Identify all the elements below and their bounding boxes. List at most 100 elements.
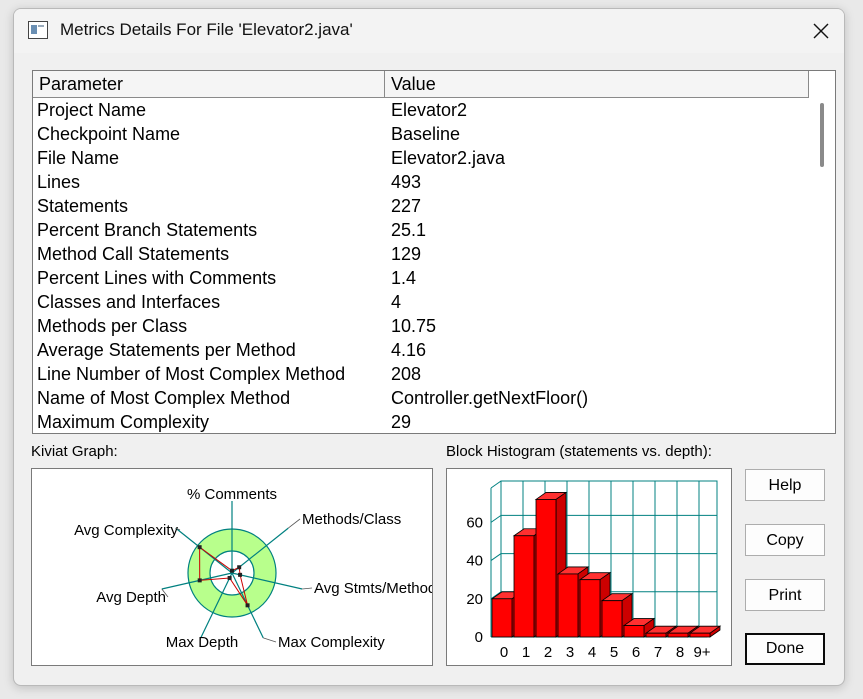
parameter-cell: Percent Branch Statements — [37, 220, 258, 240]
histogram-label: Block Histogram (statements vs. depth): — [446, 443, 712, 460]
kiviat-label-leader — [263, 637, 277, 643]
print-button[interactable]: Print — [745, 579, 825, 611]
histogram-bar — [557, 573, 579, 638]
kiviat-axis — [200, 572, 233, 639]
vertical-scrollbar[interactable] — [809, 71, 835, 433]
x-tick-label: 0 — [500, 644, 508, 661]
kiviat-axis-label: % Comments — [187, 486, 277, 503]
x-tick-label: 6 — [632, 644, 640, 661]
kiviat-label-leader — [161, 588, 169, 598]
histogram-axis — [490, 480, 502, 489]
parameter-cell: Name of Most Complex Method — [37, 388, 291, 408]
kiviat-data-point — [197, 545, 202, 550]
x-tick-label: 1 — [522, 644, 530, 661]
parameter-cell: File Name — [37, 148, 120, 168]
parameter-cell: Lines — [37, 172, 81, 192]
kiviat-label-leader — [302, 587, 313, 590]
kiviat-label: Kiviat Graph: — [31, 443, 118, 460]
histogram-bar — [623, 625, 645, 638]
value-cell: Elevator2 — [391, 100, 468, 120]
value-cell: Elevator2.java — [391, 148, 506, 168]
x-tick-label: 2 — [544, 644, 552, 661]
parameter-cell: Statements — [37, 196, 129, 216]
copy-button[interactable]: Copy — [745, 524, 825, 556]
table-row[interactable]: Name of Most Complex Method Controller.ge… — [33, 386, 809, 410]
table-row[interactable]: Methods per Class 10.75 — [33, 314, 809, 338]
kiviat-axis — [231, 572, 303, 590]
x-tick-label: 9+ — [693, 644, 710, 661]
table-row[interactable]: Method Call Statements 129 — [33, 242, 809, 266]
close-icon — [813, 23, 829, 39]
kiviat-axis-label: Avg Depth — [96, 589, 166, 606]
table-row[interactable]: Classes and Interfaces 4 — [33, 290, 809, 314]
y-tick-label: 60 — [466, 514, 483, 531]
table-row[interactable]: Maximum Complexity 29 — [33, 410, 809, 433]
histogram-gridline — [490, 514, 502, 523]
x-tick-label: 4 — [588, 644, 596, 661]
table-row[interactable]: File Name Elevator2.java — [33, 146, 809, 170]
x-tick-label: 5 — [610, 644, 618, 661]
kiviat-data-point — [197, 578, 202, 583]
help-button[interactable]: Help — [745, 469, 825, 501]
value-cell: 29 — [391, 412, 412, 432]
parameter-cell: Method Call Statements — [37, 244, 230, 264]
metrics-dialog: Metrics Details For File 'Elevator2.java… — [13, 8, 845, 686]
histogram-gridline — [490, 591, 502, 600]
value-cell: 227 — [391, 196, 422, 216]
metrics-table[interactable]: Parameter Value Project Name Elevator2 Che… — [32, 70, 836, 434]
histogram-bar — [645, 632, 667, 638]
column-header-parameter[interactable]: Parameter — [33, 71, 385, 97]
kiviat-data-point — [245, 603, 250, 608]
kiviat-data-point — [237, 565, 242, 570]
value-cell: 10.75 — [391, 316, 437, 336]
kiviat-axis-label: Methods/Class — [302, 511, 401, 528]
table-header: Parameter Value — [33, 71, 809, 98]
value-cell: Controller.getNextFloor() — [391, 388, 589, 408]
done-button[interactable]: Done — [745, 633, 825, 665]
value-cell: 4 — [391, 292, 402, 312]
scrollbar-thumb[interactable] — [820, 103, 824, 167]
value-cell: 1.4 — [391, 268, 417, 288]
histogram-bar — [579, 579, 601, 638]
block-histogram: 0 20 40 60 0 1 2 3 4 5 6 7 8 9+ — [446, 468, 732, 666]
app-icon — [28, 21, 48, 39]
table-row[interactable]: Statements 227 — [33, 194, 809, 218]
table-row[interactable]: Lines 493 — [33, 170, 809, 194]
kiviat-axis — [231, 527, 289, 574]
histogram-bar — [601, 600, 623, 638]
histogram-bar — [535, 499, 557, 638]
table-row[interactable]: Average Statements per Method 4.16 — [33, 338, 809, 362]
parameter-cell: Checkpoint Name — [37, 124, 181, 144]
kiviat-axis-label: Max Depth — [166, 634, 239, 651]
y-tick-label: 0 — [475, 629, 483, 646]
parameter-cell: Project Name — [37, 100, 147, 120]
value-cell: 493 — [391, 172, 422, 192]
kiviat-svg: % Comments Methods/Class Avg Stmts/Method M… — [74, 486, 436, 651]
close-button[interactable] — [798, 9, 844, 53]
table-row[interactable]: Line Number of Most Complex Method 208 — [33, 362, 809, 386]
value-cell: 208 — [391, 364, 422, 384]
title-bar: Metrics Details For File 'Elevator2.java… — [14, 9, 844, 53]
column-header-value[interactable]: Value — [385, 71, 809, 97]
kiviat-label-leader — [175, 527, 181, 531]
parameter-cell: Percent Lines with Comments — [37, 268, 277, 288]
table-row[interactable]: Percent Lines with Comments 1.4 — [33, 266, 809, 290]
parameter-cell: Line Number of Most Complex Method — [37, 364, 346, 384]
histogram-gridline — [490, 553, 502, 561]
parameter-cell: Average Statements per Method — [37, 340, 296, 360]
x-tick-label: 7 — [654, 644, 662, 661]
table-body: Project Name Elevator2 Checkpoint Name Base… — [33, 98, 809, 433]
window-title: Metrics Details For File 'Elevator2.java… — [60, 20, 353, 39]
kiviat-label-leader — [288, 518, 301, 529]
y-tick-label: 40 — [466, 553, 483, 570]
parameter-cell: Methods per Class — [37, 316, 188, 336]
y-tick-label: 20 — [466, 591, 483, 608]
value-cell: 129 — [391, 244, 422, 264]
parameter-cell: Classes and Interfaces — [37, 292, 221, 312]
table-row[interactable]: Percent Branch Statements 25.1 — [33, 218, 809, 242]
histogram-bar — [513, 535, 535, 638]
table-row[interactable]: Project Name Elevator2 — [33, 98, 809, 122]
table-row[interactable]: Checkpoint Name Baseline — [33, 122, 809, 146]
kiviat-graph: % Comments Methods/Class Avg Stmts/Method M… — [31, 468, 436, 666]
value-cell: Baseline — [391, 124, 461, 144]
